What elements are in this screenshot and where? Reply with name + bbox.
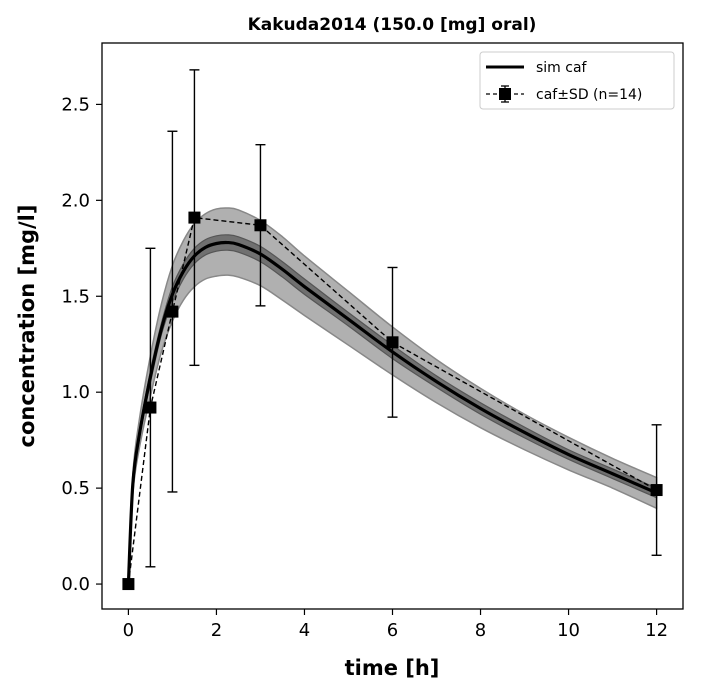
data-point-marker xyxy=(122,578,135,591)
legend-data-label: caf±SD (n=14) xyxy=(536,87,642,103)
chart-title: Kakuda2014 (150.0 [mg] oral) xyxy=(248,15,537,35)
sim-caf-line xyxy=(126,240,658,585)
data-point-marker xyxy=(166,305,179,318)
x-tick-label: 0 xyxy=(123,620,134,641)
observed-data-layer xyxy=(122,69,663,591)
y-tick-label: 0.5 xyxy=(61,478,90,499)
y-tick-label: 2.5 xyxy=(61,94,90,115)
x-tick-label: 2 xyxy=(211,620,222,641)
data-point-marker xyxy=(188,211,201,224)
data-point-marker xyxy=(254,219,267,232)
y-tick-label: 2.0 xyxy=(61,190,90,211)
legend: sim caf caf±SD (n=14) xyxy=(479,51,675,110)
sim-line-layer xyxy=(126,240,658,585)
data-point-marker xyxy=(650,484,663,497)
y-axis: 0.0 0.5 1.0 1.5 2.0 2.5 xyxy=(61,94,102,595)
x-tick-label: 10 xyxy=(557,620,580,641)
legend-frame xyxy=(479,51,675,110)
plot-area xyxy=(122,69,663,591)
y-tick-label: 1.0 xyxy=(61,382,90,403)
data-point-marker xyxy=(386,336,399,349)
x-tick-label: 8 xyxy=(475,620,486,641)
x-axis: 0 2 4 6 8 10 12 xyxy=(123,609,668,641)
y-tick-label: 0.0 xyxy=(61,574,90,595)
x-tick-label: 6 xyxy=(387,620,398,641)
y-tick-label: 1.5 xyxy=(61,286,90,307)
y-axis-label: concentration [mg/l] xyxy=(15,205,39,448)
x-axis-label: time [h] xyxy=(345,656,440,680)
x-tick-label: 12 xyxy=(645,620,668,641)
legend-sim-label: sim caf xyxy=(536,60,588,76)
legend-data-marker xyxy=(499,88,511,100)
data-point-marker xyxy=(144,401,157,414)
x-tick-label: 4 xyxy=(299,620,310,641)
